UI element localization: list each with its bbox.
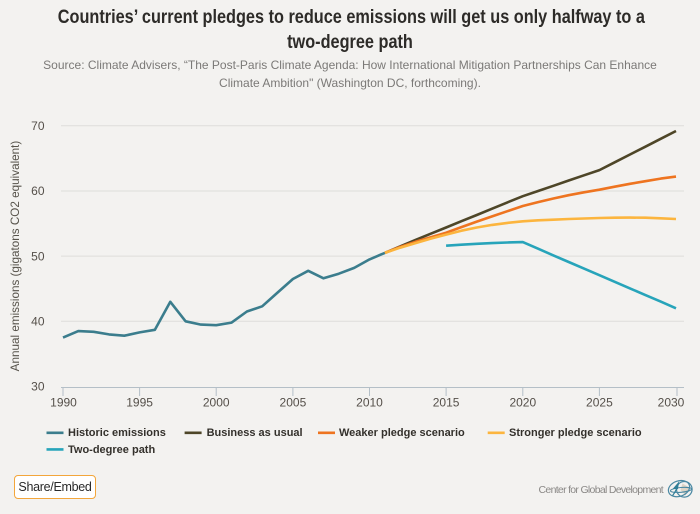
- svg-text:40: 40: [31, 315, 45, 329]
- svg-text:1990: 1990: [50, 396, 77, 410]
- svg-text:1995: 1995: [126, 396, 153, 410]
- svg-text:2025: 2025: [586, 396, 613, 410]
- svg-text:30: 30: [31, 380, 45, 394]
- svg-text:50: 50: [31, 249, 45, 263]
- svg-text:2030: 2030: [658, 396, 685, 410]
- svg-text:2000: 2000: [203, 396, 230, 410]
- svg-text:2010: 2010: [356, 396, 383, 410]
- svg-text:2015: 2015: [433, 396, 460, 410]
- svg-text:70: 70: [31, 119, 45, 133]
- svg-text:Annual emissions (gigatons CO2: Annual emissions (gigatons CO2 equivalen…: [9, 141, 22, 372]
- svg-text:2005: 2005: [280, 396, 307, 410]
- svg-text:60: 60: [31, 184, 45, 198]
- svg-text:2020: 2020: [509, 396, 536, 410]
